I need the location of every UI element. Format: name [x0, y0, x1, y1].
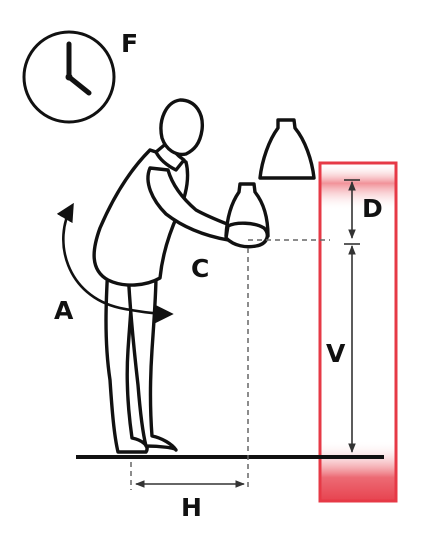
clock-icon — [22, 30, 116, 124]
horizontal-label: H — [181, 493, 202, 522]
destination-load — [258, 118, 316, 180]
coupling-label: C — [191, 254, 209, 283]
origin-load — [224, 182, 270, 249]
vertical-label: V — [326, 339, 346, 368]
asymmetry-label: A — [54, 296, 74, 325]
asymmetry-arrow — [56, 202, 174, 324]
vertical-highlight-bar — [318, 161, 398, 503]
human-figure — [92, 98, 248, 454]
distance-label: D — [362, 194, 383, 223]
frequency-label: F — [121, 29, 138, 58]
